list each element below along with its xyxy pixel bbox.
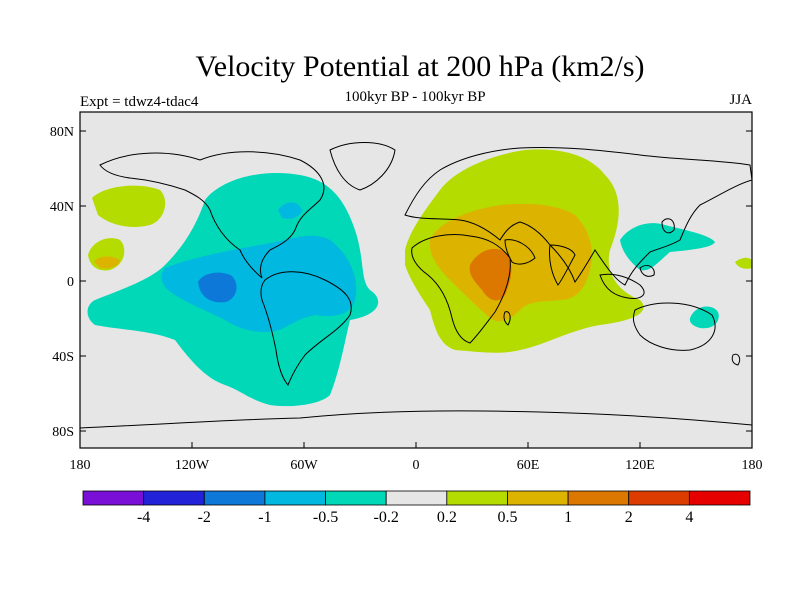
contour-pos-0.2-nw-pacific	[92, 185, 166, 227]
contour-pos-1	[469, 248, 512, 301]
lon-label: 60E	[517, 458, 540, 473]
lat-label: 0	[67, 275, 74, 290]
season-label: JJA	[729, 92, 752, 108]
contour-pos-0.2-east-pacific	[735, 257, 752, 269]
lon-labels: 180 120W 60W 0 60E 120E 180	[70, 458, 763, 473]
contour-pos-0.5-west-pacific	[94, 256, 120, 269]
lon-label: 120W	[175, 458, 210, 473]
colorbar-label: 4	[685, 509, 693, 526]
colorbar-label: -0.5	[313, 509, 338, 526]
colorbar-swatch	[446, 490, 508, 506]
lat-label: 80S	[52, 425, 74, 440]
colorbar-swatch	[82, 490, 145, 506]
map-subtitle: 100kyr BP - 100kyr BP	[344, 89, 486, 105]
colorbar-label: -4	[137, 509, 150, 526]
lat-label: 40S	[52, 350, 74, 365]
lon-label: 180	[742, 458, 763, 473]
lat-label: 80N	[50, 125, 74, 140]
map-panel	[80, 112, 752, 448]
lon-label: 120E	[625, 458, 655, 473]
lat-labels: 80N 40N 0 40S 80S	[50, 125, 74, 440]
contour-neg-0.2-sw-pacific	[689, 306, 719, 329]
colorbar-swatch	[628, 490, 690, 506]
map-title: Velocity Potential at 200 hPa (km2/s)	[195, 50, 645, 83]
colorbar-label: -1	[258, 509, 271, 526]
colorbar-swatch	[264, 490, 326, 506]
lon-label: 0	[413, 458, 420, 473]
colorbar-swatch	[507, 490, 569, 506]
colorbar-label: -0.2	[374, 509, 399, 526]
colorbar-label: 1	[564, 509, 572, 526]
colorbar-swatch	[688, 490, 751, 506]
lat-label: 40N	[50, 200, 74, 215]
colorbar-swatch	[143, 490, 205, 506]
experiment-label: Expt = tdwz4-tdac4	[80, 94, 199, 110]
colorbar-label: 0.2	[437, 509, 457, 526]
lon-label: 180	[70, 458, 91, 473]
colorbar-label: -2	[198, 509, 211, 526]
colorbar-label: 0.5	[497, 509, 517, 526]
colorbar-swatch	[203, 490, 266, 506]
lon-ticks	[79, 442, 753, 448]
lon-label: 60W	[290, 458, 318, 473]
lat-ticks	[80, 130, 752, 432]
contour-neg-0.5	[161, 235, 357, 332]
coastlines	[80, 142, 752, 429]
colorbar-swatch	[385, 490, 448, 506]
contour-neg-0.5-north	[278, 202, 302, 219]
contour-neg-1	[198, 272, 237, 303]
colorbar-label: 2	[625, 509, 633, 526]
colorbar-swatch	[567, 490, 630, 506]
colorbar: -4 -2 -1 -0.5 -0.2 0.2 0.5 1 2 4	[82, 490, 751, 526]
colorbar-swatch	[325, 490, 387, 506]
